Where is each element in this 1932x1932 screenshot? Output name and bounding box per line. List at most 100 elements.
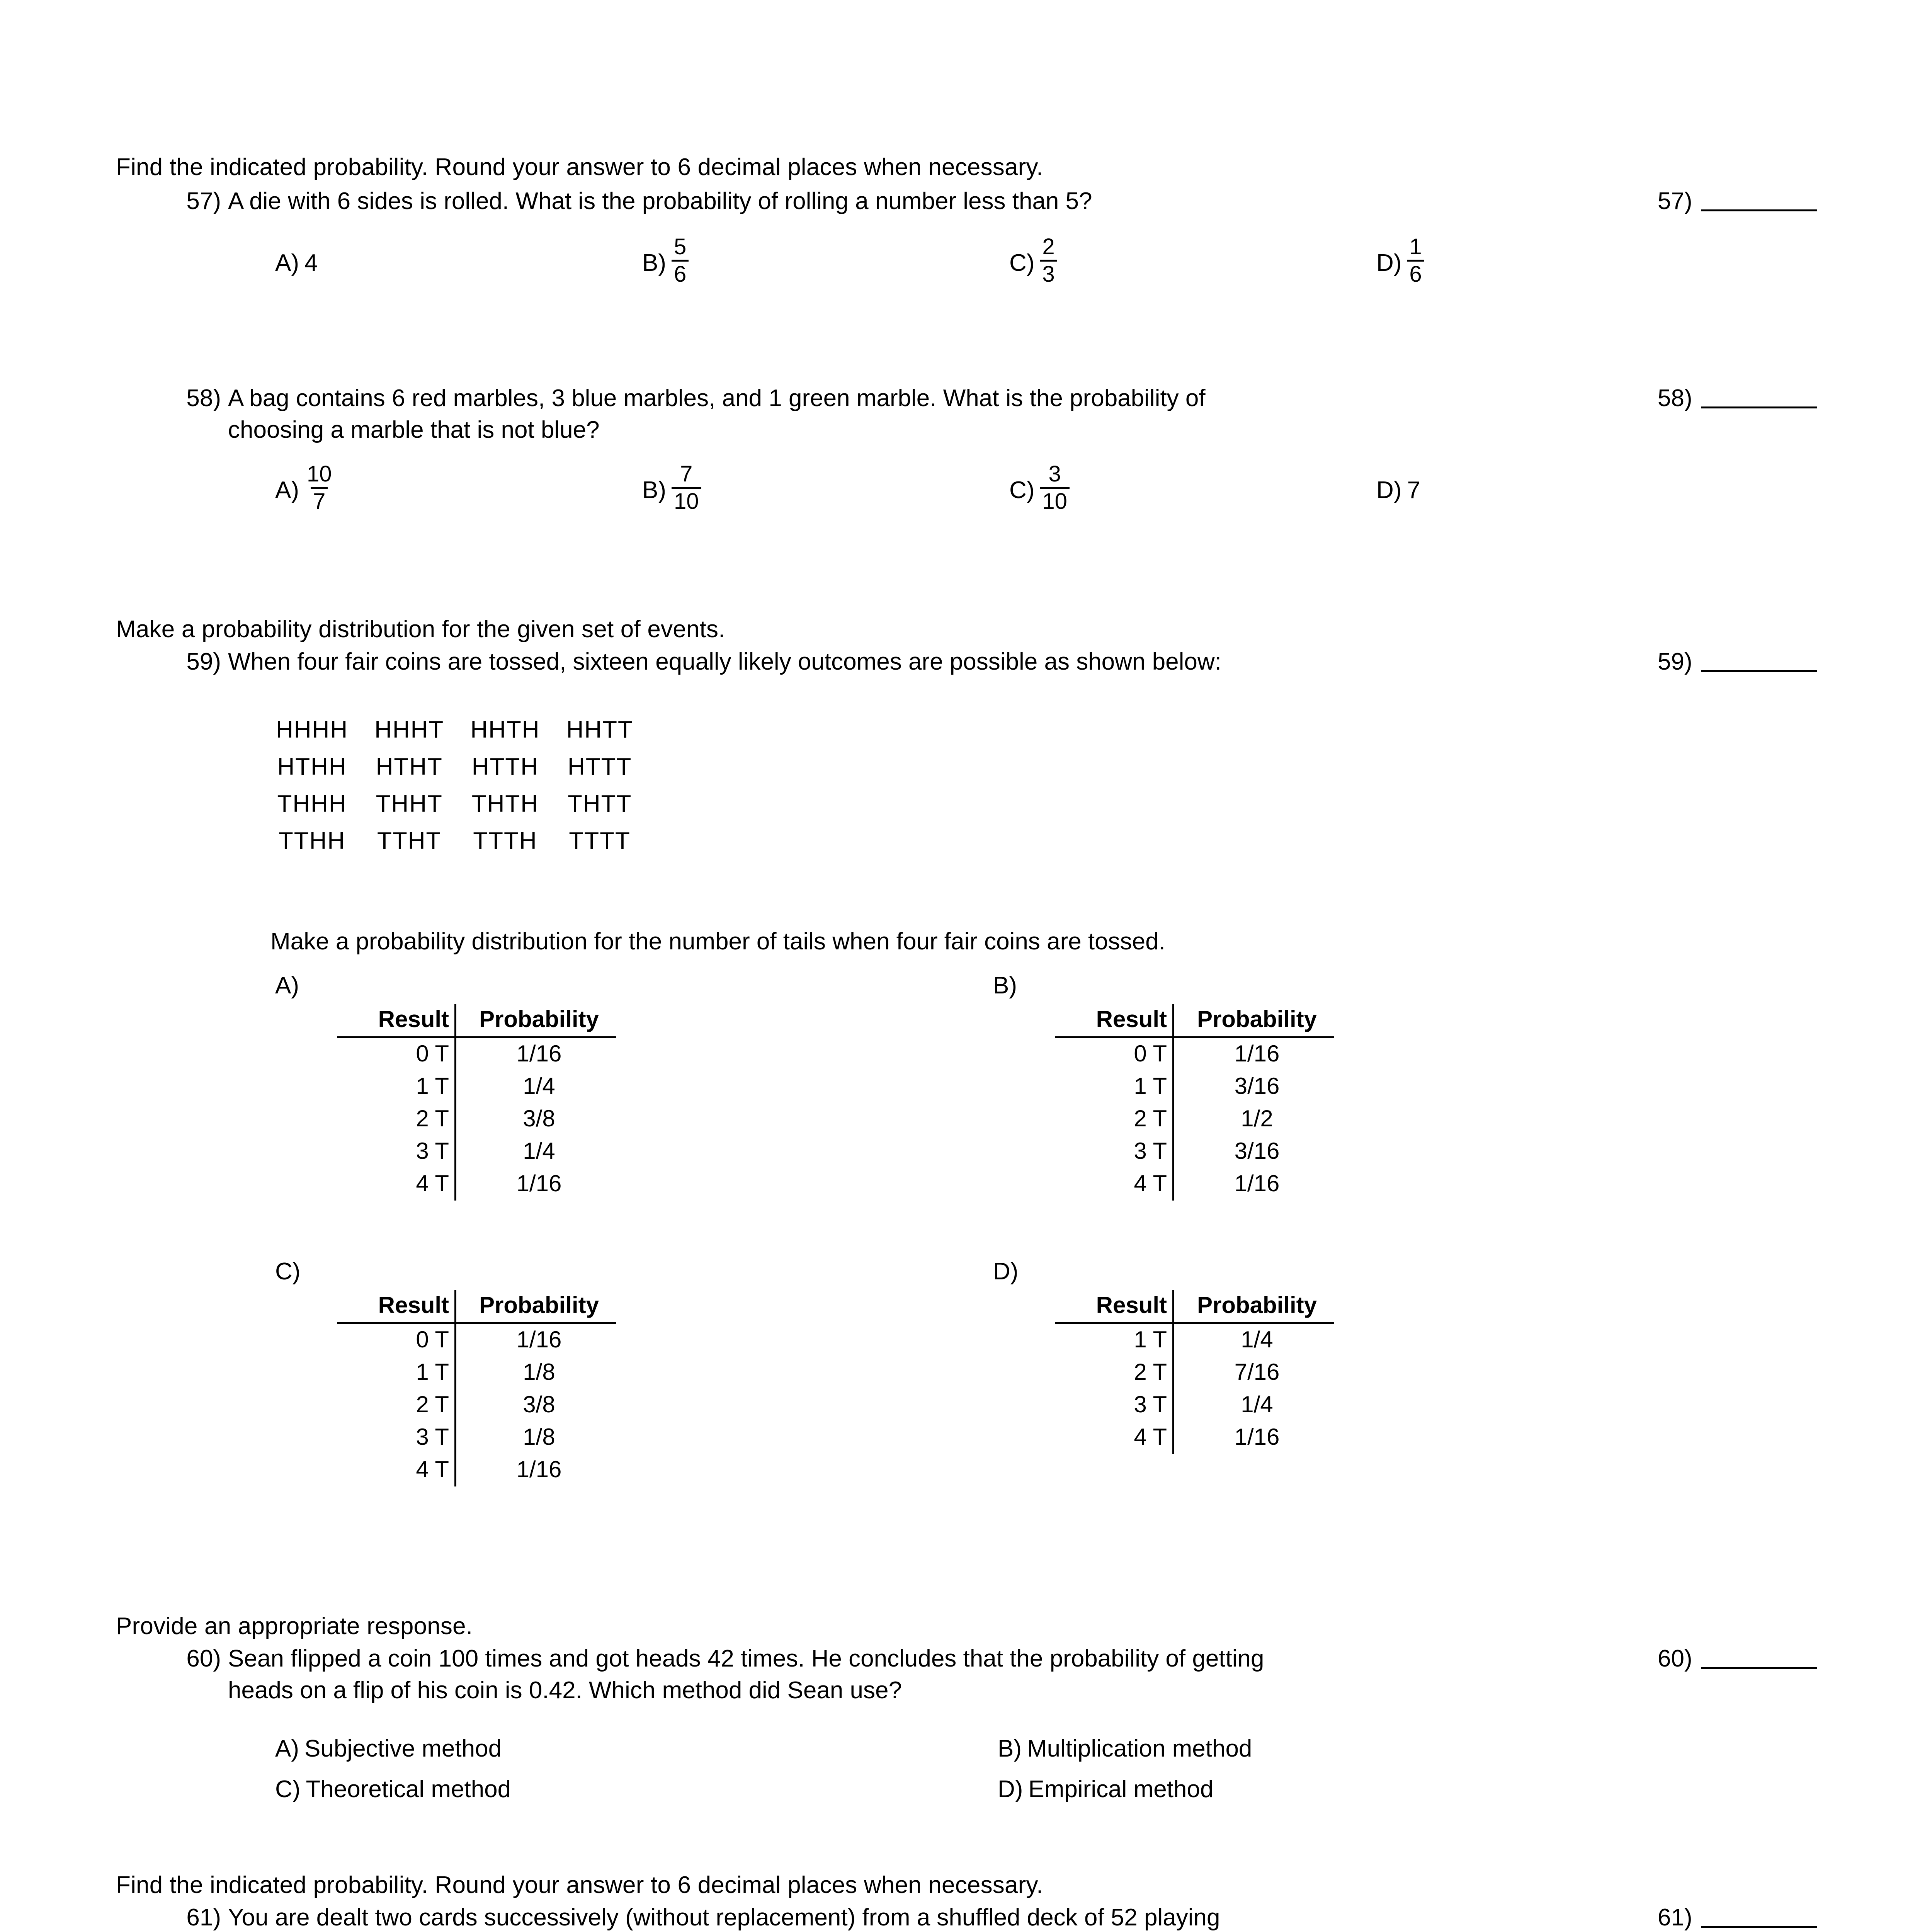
cell-probability: 1/4 bbox=[1241, 1391, 1273, 1417]
table-row: 3 T 1/4 bbox=[1055, 1389, 1334, 1422]
question-58-choice-b[interactable]: B) 7 10 bbox=[642, 463, 1009, 524]
table-row: 0 T 1/16 bbox=[337, 1323, 616, 1357]
question-57-choice-d[interactable]: D) 1 6 bbox=[1376, 236, 1424, 297]
table-row: 3 T 1/4 bbox=[337, 1135, 616, 1168]
cell-result: 1 T bbox=[337, 1356, 456, 1389]
question-58-choice-c[interactable]: C) 3 10 bbox=[1009, 463, 1376, 524]
question-59-choice-d[interactable]: D) Result Probability 1 T 1/4 2 T 7/16 3 bbox=[993, 1256, 1334, 1454]
question-60-text-line1: Sean flipped a coin 100 times and got he… bbox=[228, 1645, 1264, 1672]
question-60-choice-a[interactable]: A) Subjective method bbox=[275, 1733, 998, 1765]
question-59-choice-c[interactable]: C) Result Probability 0 T 1/16 1 T 1/8 2 bbox=[275, 1256, 616, 1486]
answer-blank-60[interactable]: 60) bbox=[1658, 1643, 1817, 1675]
cell-result: 2 T bbox=[337, 1389, 456, 1422]
cell-result: 3 T bbox=[1055, 1135, 1174, 1168]
fraction-numerator: 3 bbox=[1048, 461, 1061, 486]
question-57-choice-a[interactable]: A) 4 bbox=[275, 247, 642, 279]
answer-blank-60-number: 60) bbox=[1658, 1645, 1692, 1672]
question-57-text: A die with 6 sides is rolled. What is th… bbox=[228, 188, 1092, 214]
table-header-row: Result Probability bbox=[337, 1003, 616, 1038]
answer-blank-57[interactable]: 57) bbox=[1658, 185, 1817, 217]
cell-result: 3 T bbox=[1055, 1389, 1174, 1422]
answer-blank-60-line[interactable] bbox=[1701, 1643, 1817, 1669]
cell-probability: 3/8 bbox=[523, 1391, 555, 1417]
choice-label: A) bbox=[275, 1735, 299, 1762]
table-row: 2 T 7/16 bbox=[1055, 1356, 1334, 1389]
table-row: 1 T 1/8 bbox=[337, 1356, 616, 1389]
answer-blank-57-line[interactable] bbox=[1701, 185, 1817, 211]
choice-label: D) bbox=[1376, 477, 1402, 503]
question-59-choice-b[interactable]: B) Result Probability 0 T 1/16 1 T 3/16 … bbox=[993, 970, 1334, 1201]
cell-result: 2 T bbox=[1055, 1356, 1174, 1389]
question-57-choice-c[interactable]: C) 2 3 bbox=[1009, 236, 1376, 297]
answer-blank-58[interactable]: 58) bbox=[1658, 383, 1817, 414]
choice-label: A) bbox=[275, 972, 299, 999]
section-heading-find-probability-2: Find the indicated probability. Round yo… bbox=[116, 1872, 1043, 1898]
choice-value: 4 bbox=[304, 250, 318, 276]
question-59-number: 59) bbox=[186, 648, 221, 675]
cell-probability: 1/8 bbox=[523, 1423, 555, 1450]
question-59-choice-a[interactable]: A) Result Probability 0 T 1/16 1 T 1/4 2 bbox=[275, 970, 616, 1201]
cell-probability: 1/16 bbox=[1234, 1040, 1280, 1066]
choice-label: A) bbox=[275, 250, 299, 276]
question-60-text: Sean flipped a coin 100 times and got he… bbox=[228, 1643, 1264, 1706]
probability-distribution-table-b: Result Probability 0 T 1/16 1 T 3/16 2 T… bbox=[1055, 1003, 1334, 1201]
fraction-denominator: 10 bbox=[1040, 487, 1070, 513]
cell-probability: 1/16 bbox=[516, 1456, 562, 1482]
cell-probability: 1/16 bbox=[516, 1326, 562, 1352]
coin-outcomes-row: THHH THHT THTH THTT bbox=[263, 792, 646, 829]
question-60-choices-row2: C) Theoretical method D) Empirical metho… bbox=[275, 1774, 1512, 1805]
cell-result: 0 T bbox=[1055, 1037, 1174, 1071]
choice-fraction: 5 6 bbox=[672, 236, 689, 286]
answer-blank-58-line[interactable] bbox=[1701, 383, 1817, 408]
cell-probability: 1/16 bbox=[516, 1170, 562, 1196]
question-60-text-line2: heads on a flip of his coin is 0.42. Whi… bbox=[228, 1677, 902, 1704]
fraction-denominator: 10 bbox=[672, 487, 701, 513]
cell-result: 4 T bbox=[337, 1454, 456, 1486]
choice-label: B) bbox=[993, 972, 1017, 999]
question-60-choice-d[interactable]: D) Empirical method bbox=[998, 1774, 1213, 1805]
fraction-numerator: 7 bbox=[680, 461, 693, 486]
question-58-choice-d[interactable]: D) 7 bbox=[1376, 474, 1420, 506]
coin-outcome: HTHH bbox=[277, 753, 347, 780]
coin-outcomes-grid: HHHH HHHT HHTH HHTT HTHH HTHT HTTH HTTT … bbox=[263, 718, 646, 866]
question-60-number: 60) bbox=[186, 1645, 221, 1672]
question-60-choice-c[interactable]: C) Theoretical method bbox=[275, 1774, 998, 1805]
question-58-choice-a[interactable]: A) 10 7 bbox=[275, 463, 642, 524]
choice-fraction: 1 6 bbox=[1407, 236, 1424, 286]
coin-outcome: HTTT bbox=[567, 753, 632, 780]
answer-blank-61-line[interactable] bbox=[1701, 1902, 1817, 1928]
fraction-denominator: 6 bbox=[1407, 260, 1424, 286]
coin-outcome: HTTH bbox=[471, 753, 539, 780]
choice-fraction: 2 3 bbox=[1040, 236, 1057, 286]
answer-blank-58-number: 58) bbox=[1658, 385, 1692, 412]
cell-result: 0 T bbox=[337, 1037, 456, 1071]
cell-result: 0 T bbox=[337, 1323, 456, 1357]
column-header-probability: Probability bbox=[1173, 1289, 1334, 1324]
answer-blank-61[interactable]: 61) bbox=[1658, 1902, 1817, 1932]
answer-blank-59[interactable]: 59) bbox=[1658, 646, 1817, 678]
section-heading-make-distribution: Make a probability distribution for the … bbox=[116, 616, 725, 643]
choice-value: Multiplication method bbox=[1027, 1735, 1252, 1762]
cell-result: 1 T bbox=[1055, 1323, 1174, 1357]
fraction-denominator: 6 bbox=[672, 260, 689, 286]
cell-probability: 7/16 bbox=[1234, 1359, 1280, 1385]
table-row: 4 T 1/16 bbox=[337, 1454, 616, 1486]
table-row: 4 T 1/16 bbox=[337, 1168, 616, 1201]
cell-probability: 3/8 bbox=[523, 1105, 555, 1131]
choice-label: A) bbox=[275, 477, 299, 503]
answer-blank-59-line[interactable] bbox=[1701, 646, 1817, 672]
column-header-result: Result bbox=[337, 1003, 456, 1038]
question-57: 57) A die with 6 sides is rolled. What i… bbox=[178, 185, 1685, 217]
cell-result: 3 T bbox=[337, 1135, 456, 1168]
section-heading-find-probability-1: Find the indicated probability. Round yo… bbox=[116, 154, 1043, 180]
question-60-choice-b[interactable]: B) Multiplication method bbox=[998, 1733, 1252, 1765]
column-header-result: Result bbox=[1055, 1289, 1174, 1324]
question-57-choice-b[interactable]: B) 5 6 bbox=[642, 236, 1009, 297]
table-header-row: Result Probability bbox=[337, 1289, 616, 1324]
table-row: 4 T 1/16 bbox=[1055, 1421, 1334, 1454]
fraction-denominator: 7 bbox=[311, 487, 328, 513]
table-header-row: Result Probability bbox=[1055, 1003, 1334, 1038]
answer-blank-61-number: 61) bbox=[1658, 1904, 1692, 1931]
question-59: 59) When four fair coins are tossed, six… bbox=[178, 646, 1685, 678]
